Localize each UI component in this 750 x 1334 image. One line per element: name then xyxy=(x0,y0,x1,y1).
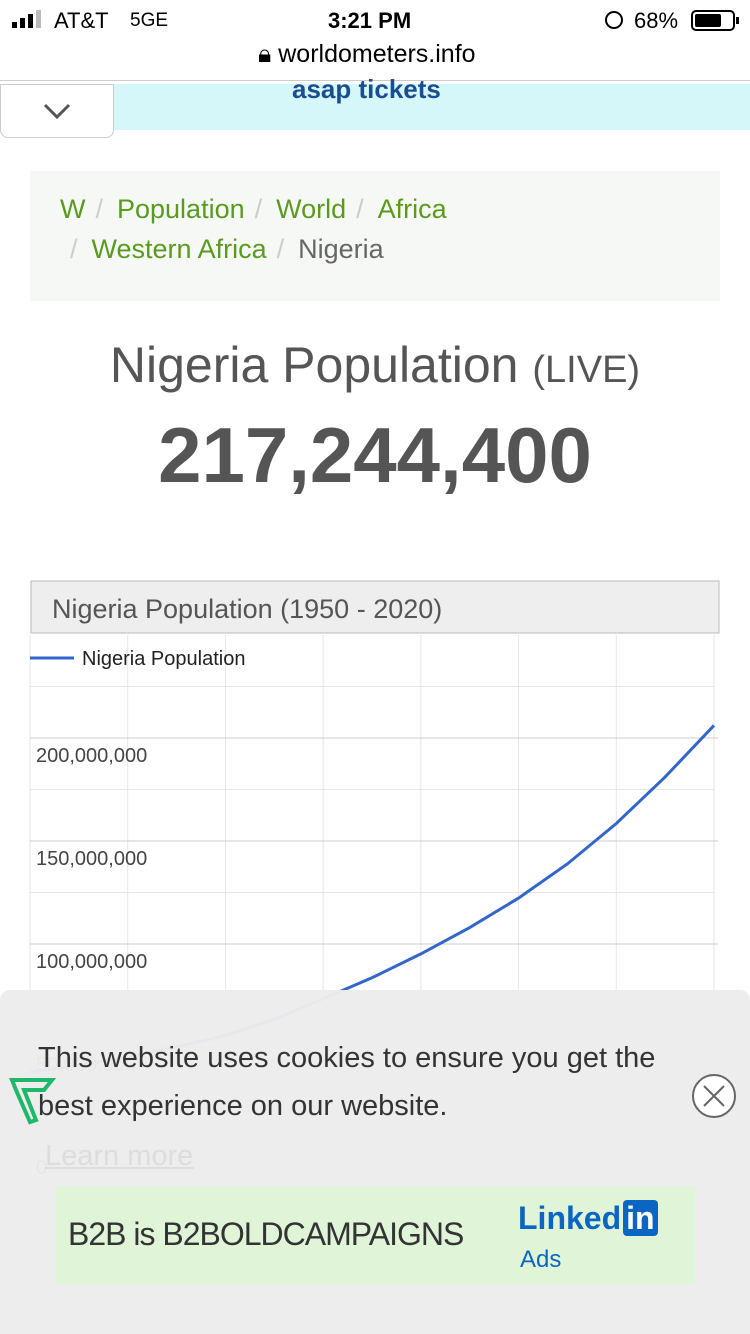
app-logo xyxy=(9,1078,57,1125)
cookie-banner: This website uses cookies to ensure you … xyxy=(0,990,750,1334)
close-button[interactable] xyxy=(690,1072,738,1120)
legend-label: Nigeria Population xyxy=(82,648,245,670)
chart-title: Nigeria Population (1950 - 2020) xyxy=(52,594,442,624)
bottom-ad[interactable]: B2B is B2BOLDCAMPAIGNS Linked in Ads xyxy=(56,1186,695,1284)
cookie-link[interactable]: Learn more xyxy=(45,1140,194,1172)
ad-brand-box: in xyxy=(623,1200,658,1236)
crumb-current: Nigeria xyxy=(298,234,384,264)
chevron-icon xyxy=(43,103,71,120)
y-tick-label: 150,000,000 xyxy=(36,848,147,870)
ad-brand: Linked in xyxy=(518,1200,658,1237)
live-label: (LIVE) xyxy=(532,349,641,391)
time: 3:21 PM xyxy=(328,8,412,33)
cookie-text: This website uses cookies to ensure you … xyxy=(38,1042,656,1122)
url-text: worldometers.info xyxy=(278,40,476,68)
crumb[interactable]: Population xyxy=(117,194,245,224)
battery-text: 68% xyxy=(634,8,679,33)
ad-sub: Ads xyxy=(520,1246,562,1273)
status-bar: AT&T 5GE 3:21 PM 68% 🔒︎ worldometers.inf… xyxy=(0,0,750,81)
crumb[interactable]: W xyxy=(60,194,86,224)
title: Nigeria Population xyxy=(109,337,519,393)
page-title: Nigeria Population (LIVE) xyxy=(0,336,750,394)
y-tick-label: 100,000,000 xyxy=(36,951,147,973)
battery-icons xyxy=(605,10,739,31)
counter: 217,244,400 xyxy=(158,411,592,499)
crumb[interactable]: Western Africa xyxy=(91,234,267,264)
network: 5GE xyxy=(130,10,169,31)
top-ad[interactable]: asap tickets xyxy=(110,74,750,130)
chart-title-box xyxy=(30,580,720,634)
y-tick-label: 200,000,000 xyxy=(36,745,147,767)
ad-brand-text: Linked xyxy=(518,1200,622,1236)
top-ad-text: asap tickets xyxy=(292,74,441,104)
url[interactable]: 🔒︎ worldometers.info xyxy=(258,40,476,68)
crumb[interactable]: World xyxy=(276,194,347,224)
collapse-button[interactable] xyxy=(0,84,114,138)
carrier: AT&T xyxy=(54,8,109,33)
signal-icon xyxy=(12,10,41,28)
breadcrumb: W / Population / World / Africa / Western Afric… xyxy=(30,171,720,301)
ad-text: B2B is B2BOLDCAMPAIGNS xyxy=(68,1216,464,1252)
crumb[interactable]: Africa xyxy=(377,194,447,224)
